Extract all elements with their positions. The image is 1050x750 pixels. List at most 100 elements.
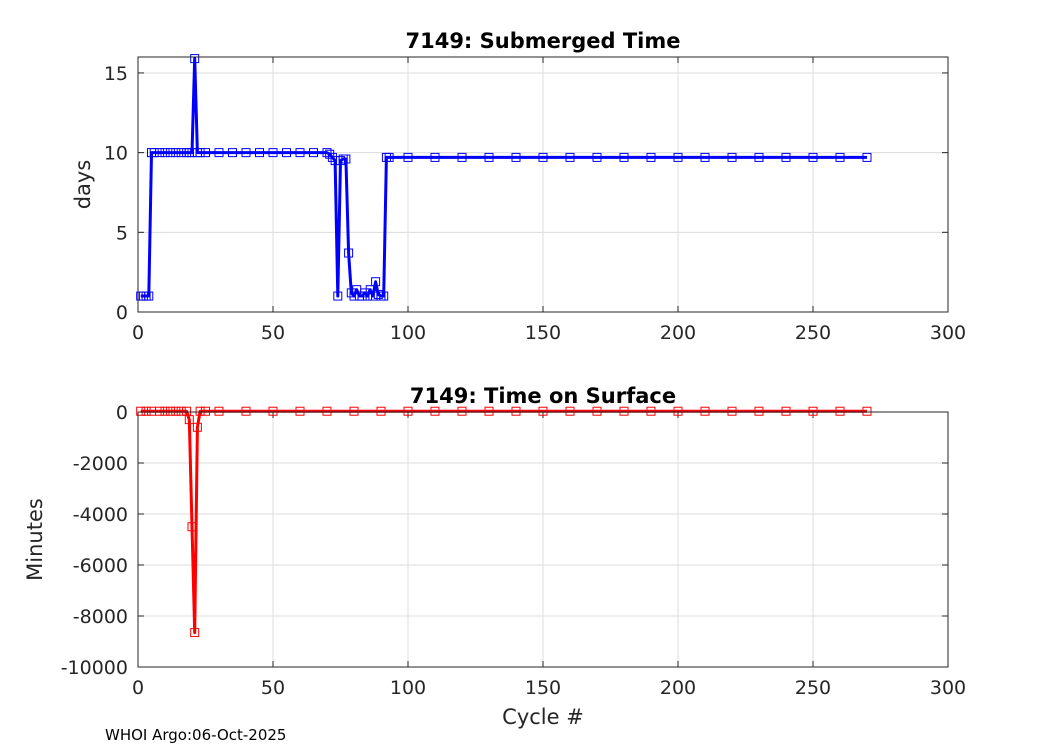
x-tick-label: 200 bbox=[660, 677, 696, 699]
x-tick-label: 200 bbox=[660, 322, 696, 344]
data-point bbox=[379, 291, 389, 301]
chart-title: 7149: Submerged Time bbox=[405, 29, 680, 53]
data-point bbox=[325, 149, 335, 159]
axes-frame bbox=[137, 411, 949, 668]
data-point bbox=[781, 152, 791, 162]
x-tick-label: 300 bbox=[930, 677, 966, 699]
data-point bbox=[700, 152, 710, 162]
y-axis-label: days bbox=[71, 160, 95, 210]
data-point bbox=[808, 406, 818, 416]
data-point bbox=[201, 148, 210, 158]
data-point bbox=[371, 277, 381, 287]
data-point bbox=[165, 148, 175, 158]
data-point bbox=[141, 406, 151, 416]
data-point bbox=[241, 406, 251, 416]
data-point bbox=[192, 422, 202, 432]
data-point bbox=[754, 406, 764, 416]
data-point bbox=[781, 406, 791, 416]
x-tick-label: 50 bbox=[261, 322, 285, 344]
data-point bbox=[171, 406, 181, 416]
data-point bbox=[754, 152, 764, 162]
data-point bbox=[184, 415, 194, 425]
data-point bbox=[384, 152, 394, 162]
data-point bbox=[673, 152, 683, 162]
data-point bbox=[835, 152, 845, 162]
y-tick-label: -4000 bbox=[73, 504, 128, 526]
data-point bbox=[309, 148, 318, 158]
x-tick-label: 250 bbox=[795, 322, 831, 344]
data-point bbox=[403, 406, 413, 416]
data-point bbox=[155, 148, 165, 158]
y-tick-label: -2000 bbox=[73, 453, 128, 475]
data-point bbox=[195, 148, 205, 158]
y-tick-label: -10000 bbox=[61, 657, 128, 679]
data-point bbox=[727, 152, 737, 162]
x-tick-label: 0 bbox=[132, 677, 144, 699]
data-point bbox=[187, 522, 197, 532]
data-point bbox=[201, 406, 210, 416]
data-point bbox=[295, 406, 305, 416]
submerged-time-chart: 0 50 100 150 200 250 300 0 5 10 15 7149: Submerged … bbox=[71, 29, 966, 344]
x-tick-label: 100 bbox=[390, 322, 426, 344]
data-point bbox=[457, 152, 467, 162]
data-point bbox=[190, 628, 200, 638]
data-point bbox=[228, 148, 237, 158]
data-point bbox=[808, 152, 818, 162]
data-point bbox=[322, 148, 332, 158]
data-point bbox=[592, 406, 602, 416]
y-tick-label: -6000 bbox=[73, 555, 128, 577]
data-point bbox=[457, 406, 467, 416]
data-point bbox=[646, 152, 656, 162]
data-point bbox=[268, 148, 278, 158]
data-point bbox=[363, 291, 372, 301]
y-tick-label: -8000 bbox=[73, 606, 128, 628]
data-point bbox=[430, 406, 440, 416]
x-tick-label: 50 bbox=[261, 677, 285, 699]
y-tick-label: 5 bbox=[116, 222, 128, 244]
data-point bbox=[349, 406, 359, 416]
data-point bbox=[136, 406, 146, 416]
data-point bbox=[862, 406, 872, 416]
y-tick-label: 15 bbox=[104, 63, 128, 85]
data-point bbox=[160, 406, 170, 416]
data-point bbox=[268, 406, 278, 416]
data-point bbox=[673, 406, 683, 416]
x-tick-label: 100 bbox=[390, 677, 426, 699]
data-point bbox=[376, 406, 386, 416]
data-point bbox=[619, 152, 629, 162]
data-point bbox=[727, 406, 737, 416]
data-point bbox=[144, 291, 154, 301]
data-point bbox=[149, 148, 159, 158]
data-point bbox=[365, 285, 375, 295]
data-point bbox=[403, 152, 413, 162]
data-point bbox=[195, 406, 205, 416]
data-point bbox=[214, 148, 224, 158]
y-tick-label: 0 bbox=[116, 302, 128, 324]
data-point bbox=[619, 406, 629, 416]
data-point bbox=[176, 406, 186, 416]
data-point bbox=[322, 406, 332, 416]
data-point bbox=[155, 406, 165, 416]
data-point bbox=[565, 406, 575, 416]
data-point bbox=[511, 152, 521, 162]
data-point bbox=[538, 152, 548, 162]
data-point bbox=[165, 406, 175, 416]
data-point bbox=[295, 148, 305, 158]
data-point bbox=[565, 152, 575, 162]
data-point bbox=[357, 291, 367, 301]
time-on-surface-chart: 0 50 100 150 200 250 300 0 -2000 -4000 -6000 -8000 -… bbox=[23, 384, 966, 729]
y-axis-label: Minutes bbox=[23, 498, 47, 581]
data-point bbox=[511, 406, 521, 416]
data-point bbox=[344, 248, 354, 258]
data-point bbox=[241, 148, 251, 158]
y-tick-label: 10 bbox=[104, 143, 128, 165]
x-axis-label: Cycle # bbox=[502, 705, 584, 729]
series-line bbox=[140, 409, 867, 635]
data-point bbox=[700, 406, 710, 416]
data-point bbox=[430, 152, 440, 162]
data-point bbox=[592, 152, 602, 162]
data-point bbox=[835, 406, 845, 416]
x-tick-label: 0 bbox=[132, 322, 144, 344]
y-tick-label: 0 bbox=[116, 402, 128, 424]
